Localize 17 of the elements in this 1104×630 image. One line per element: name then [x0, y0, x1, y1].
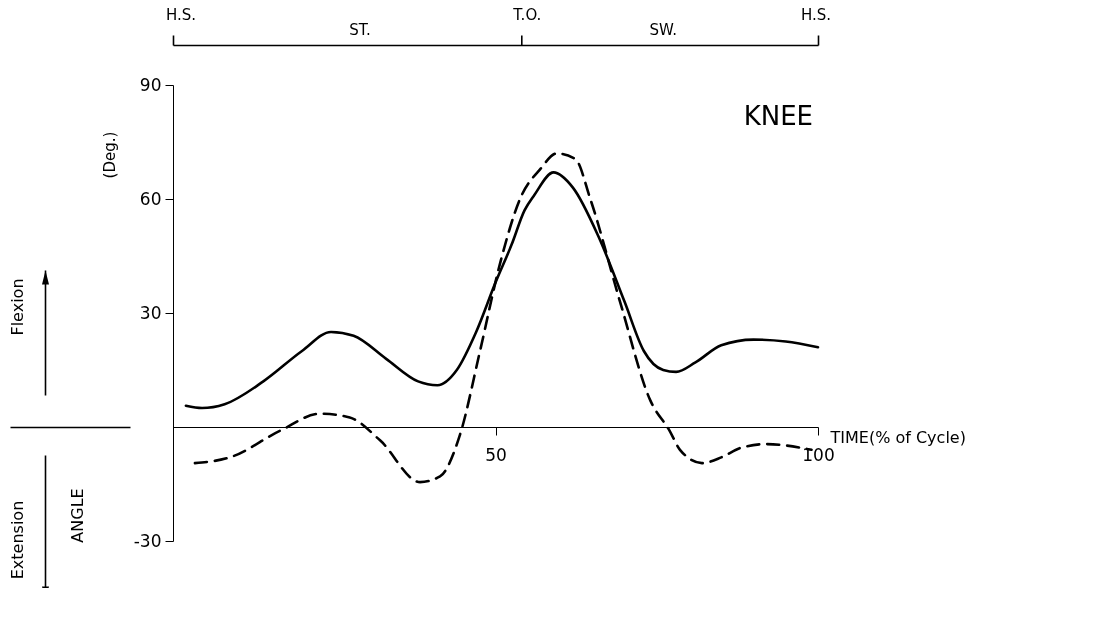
- text: Flexion: [8, 278, 27, 336]
- text: SW.: [649, 21, 677, 39]
- y-tick-label: 30: [139, 302, 162, 323]
- text: T.O.: [512, 6, 542, 24]
- y-axis-title: ANGLE: [67, 488, 87, 543]
- text: H.S.: [165, 6, 197, 24]
- y-tick-label: 90: [139, 74, 162, 95]
- text: (Deg.): [101, 131, 119, 179]
- x-tick-label: 100: [802, 444, 835, 465]
- y-tick-label: -30: [133, 530, 162, 551]
- y-tick-label: 60: [139, 188, 162, 209]
- text: H.S.: [800, 6, 832, 24]
- text: ST.: [349, 21, 371, 39]
- text: KNEE: [743, 101, 813, 131]
- text: Extension: [8, 500, 27, 580]
- x-axis-title: TIME(% of Cycle): [829, 427, 966, 447]
- x-tick-label: 50: [485, 444, 507, 465]
